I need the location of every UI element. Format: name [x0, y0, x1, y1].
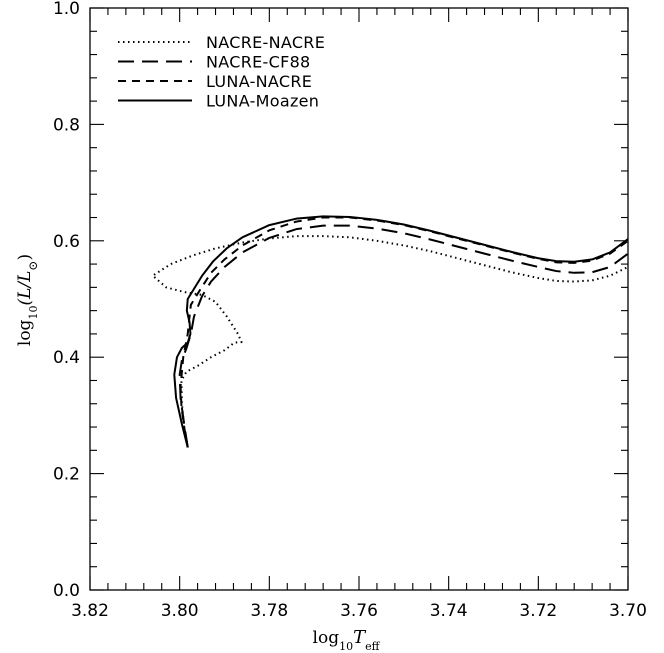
x-tick-label: 3.78 [250, 601, 288, 621]
series-line-luna-nacre [179, 216, 629, 448]
legend-label: LUNA-NACRE [206, 72, 312, 91]
x-tick-label: 3.76 [340, 601, 378, 621]
y-tick-label: 0.8 [53, 115, 80, 135]
series-line-nacre-nacre [151, 235, 629, 448]
x-tick-label: 3.80 [161, 601, 199, 621]
series-layer [151, 215, 629, 448]
legend-label: NACRE-NACRE [206, 33, 325, 52]
legend-label: NACRE-CF88 [206, 53, 311, 72]
axis-tick-labels: 3.82 3.80 3.78 3.76 3.74 3.72 3.70 0.0 0.2 0.4 0.6… [53, 0, 647, 621]
y-tick-label: 0.4 [53, 348, 80, 368]
axis-ticks [89, 7, 629, 591]
y-axis-label: log10(L/L⊙) [15, 254, 40, 346]
y-tick-label: 1.0 [53, 0, 80, 19]
legend: NACRE-NACRENACRE-CF88LUNA-NACRELUNA-Moaz… [118, 33, 325, 111]
series-line-luna-moazen [173, 215, 629, 448]
x-axis-label: log10Teff [313, 627, 381, 653]
plot-frame [89, 7, 629, 591]
series-line-nacre-cf88 [178, 224, 629, 448]
x-tick-label: 3.82 [71, 601, 109, 621]
y-tick-label: 0.2 [53, 465, 80, 485]
y-tick-label: 0.0 [53, 581, 80, 601]
x-tick-label: 3.70 [609, 601, 647, 621]
x-tick-label: 3.74 [430, 601, 468, 621]
x-tick-label: 3.72 [519, 601, 557, 621]
y-tick-label: 0.6 [53, 232, 80, 252]
legend-label: LUNA-Moazen [206, 92, 319, 111]
